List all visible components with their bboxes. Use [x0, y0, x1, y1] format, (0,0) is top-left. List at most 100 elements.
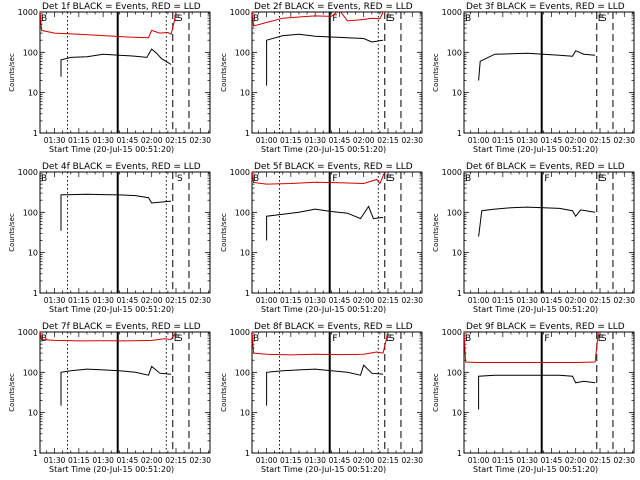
y-tick-label: 10 [452, 249, 462, 258]
x-tick-label: 02:15 [377, 456, 399, 465]
x-tick-label: 01:45 [329, 296, 351, 305]
x-tick-label: 02:30 [189, 296, 211, 305]
x-tick-label: 01:00 [468, 456, 490, 465]
marker-label: F [332, 174, 337, 184]
detector-panel-8: Det 8f BLACK = Events, RED = LLD 1 10 100 10… [220, 322, 423, 474]
marker-label: F [332, 14, 337, 24]
x-tick-label: 02:30 [613, 456, 635, 465]
x-tick-label: 02:15 [165, 456, 187, 465]
x-tick-label: 01:00 [256, 456, 278, 465]
x-tick-label: 01:30 [516, 296, 538, 305]
marker-label: E [386, 334, 392, 344]
x-tick-label: 02:00 [141, 296, 163, 305]
detector-panel-9: Det 9f BLACK = Events, RED = LLD 1 10 100 10… [432, 322, 635, 474]
y-tick-label: 1 [457, 129, 462, 138]
x-tick-label: 01:00 [256, 296, 278, 305]
x-tick-label: 01:45 [541, 456, 563, 465]
series-lld-line [40, 12, 177, 39]
plot-frame [39, 171, 211, 294]
x-tick-label: 02:30 [401, 296, 423, 305]
x-axis-label: Start Time (20-Jul-15 00:51:20) [261, 465, 386, 474]
x-axis-label: Start Time (20-Jul-15 00:51:20) [49, 465, 174, 474]
plot-frame [39, 11, 211, 134]
x-tick-label: 01:30 [516, 456, 538, 465]
x-tick-label: 02:00 [565, 296, 587, 305]
y-tick-label: 1 [245, 129, 250, 138]
x-tick-label: 01:45 [541, 136, 563, 145]
y-axis-label: Counts/sec [432, 213, 440, 252]
y-tick-label: 1000 [18, 168, 38, 177]
x-tick-label: 02:00 [141, 456, 163, 465]
plot-frame [251, 331, 423, 454]
series-events-line [478, 374, 596, 410]
marker-label: B [465, 174, 471, 184]
x-tick-label: 01:30 [44, 296, 66, 305]
marker-label: E [174, 334, 180, 344]
series-events-line [60, 193, 172, 231]
detector-panel-4: Det 4f BLACK = Events, RED = LLD 1 10 100 10… [8, 162, 211, 314]
x-tick-label: 01:15 [280, 136, 302, 145]
x-tick-label: 01:15 [492, 296, 514, 305]
y-tick-label: 100 [235, 368, 250, 377]
marker-label: E [598, 174, 604, 184]
marker-label: S [177, 14, 183, 24]
x-tick-label: 01:30 [304, 456, 326, 465]
x-tick-label: 02:15 [377, 136, 399, 145]
y-tick-label: 100 [235, 48, 250, 57]
y-tick-label: 1000 [442, 8, 462, 17]
x-tick-label: 01:15 [280, 296, 302, 305]
series-events-line [478, 206, 596, 237]
y-tick-label: 10 [240, 409, 250, 418]
series-events-line [266, 33, 384, 86]
detector-panel-7: Det 7f BLACK = Events, RED = LLD 1 10 100 10… [8, 322, 211, 474]
x-tick-label: 01:15 [492, 136, 514, 145]
x-axis-label: Start Time (20-Jul-15 00:51:20) [261, 305, 386, 314]
y-tick-label: 1000 [230, 168, 250, 177]
x-tick-label: 01:15 [68, 296, 90, 305]
marker-label: E [598, 14, 604, 24]
plot-frame [463, 331, 635, 454]
series-lld-line [252, 172, 386, 185]
marker-label: F [544, 334, 549, 344]
x-tick-label: 02:30 [613, 136, 635, 145]
detector-panel-6: Det 6f BLACK = Events, RED = LLD 1 10 100 10… [432, 162, 635, 314]
x-tick-label: 01:45 [329, 456, 351, 465]
y-tick-label: 1000 [18, 8, 38, 17]
series-events-line [266, 364, 384, 406]
y-tick-label: 10 [28, 89, 38, 98]
y-tick-label: 1 [245, 449, 250, 458]
series-lld-line [252, 12, 388, 27]
detector-panel-2: Det 2f BLACK = Events, RED = LLD 1 10 100 10… [220, 2, 423, 154]
y-tick-label: 10 [240, 249, 250, 258]
x-tick-label: 01:45 [117, 456, 139, 465]
panel-title: Det 5f BLACK = Events, RED = LLD [254, 162, 413, 172]
marker-label: B [253, 174, 259, 184]
y-tick-label: 1 [33, 449, 38, 458]
x-tick-label: 01:30 [92, 136, 114, 145]
y-tick-label: 1000 [442, 328, 462, 337]
x-tick-label: 02:00 [565, 136, 587, 145]
x-tick-label: 02:30 [401, 136, 423, 145]
x-tick-label: 01:30 [92, 296, 114, 305]
marker-label: B [41, 334, 47, 344]
y-axis-label: Counts/sec [8, 373, 16, 412]
y-axis-label: Counts/sec [432, 53, 440, 92]
y-tick-label: 10 [452, 409, 462, 418]
panel-title: Det 7f BLACK = Events, RED = LLD [42, 322, 201, 332]
y-tick-label: 100 [447, 368, 462, 377]
panel-title: Det 1f BLACK = Events, RED = LLD [42, 2, 201, 12]
y-tick-label: 100 [23, 48, 38, 57]
x-tick-label: 01:15 [492, 456, 514, 465]
x-tick-label: 01:45 [329, 136, 351, 145]
x-tick-label: 01:45 [117, 296, 139, 305]
marker-label: B [253, 334, 259, 344]
marker-label: B [465, 14, 471, 24]
marker-label: F [332, 334, 337, 344]
marker-label: F [544, 174, 549, 184]
marker-label: S [177, 334, 183, 344]
x-axis-label: Start Time (20-Jul-15 00:51:20) [473, 465, 598, 474]
y-tick-label: 1 [33, 289, 38, 298]
y-axis-label: Counts/sec [8, 53, 16, 92]
y-tick-label: 10 [452, 89, 462, 98]
series-events-line [60, 365, 172, 406]
